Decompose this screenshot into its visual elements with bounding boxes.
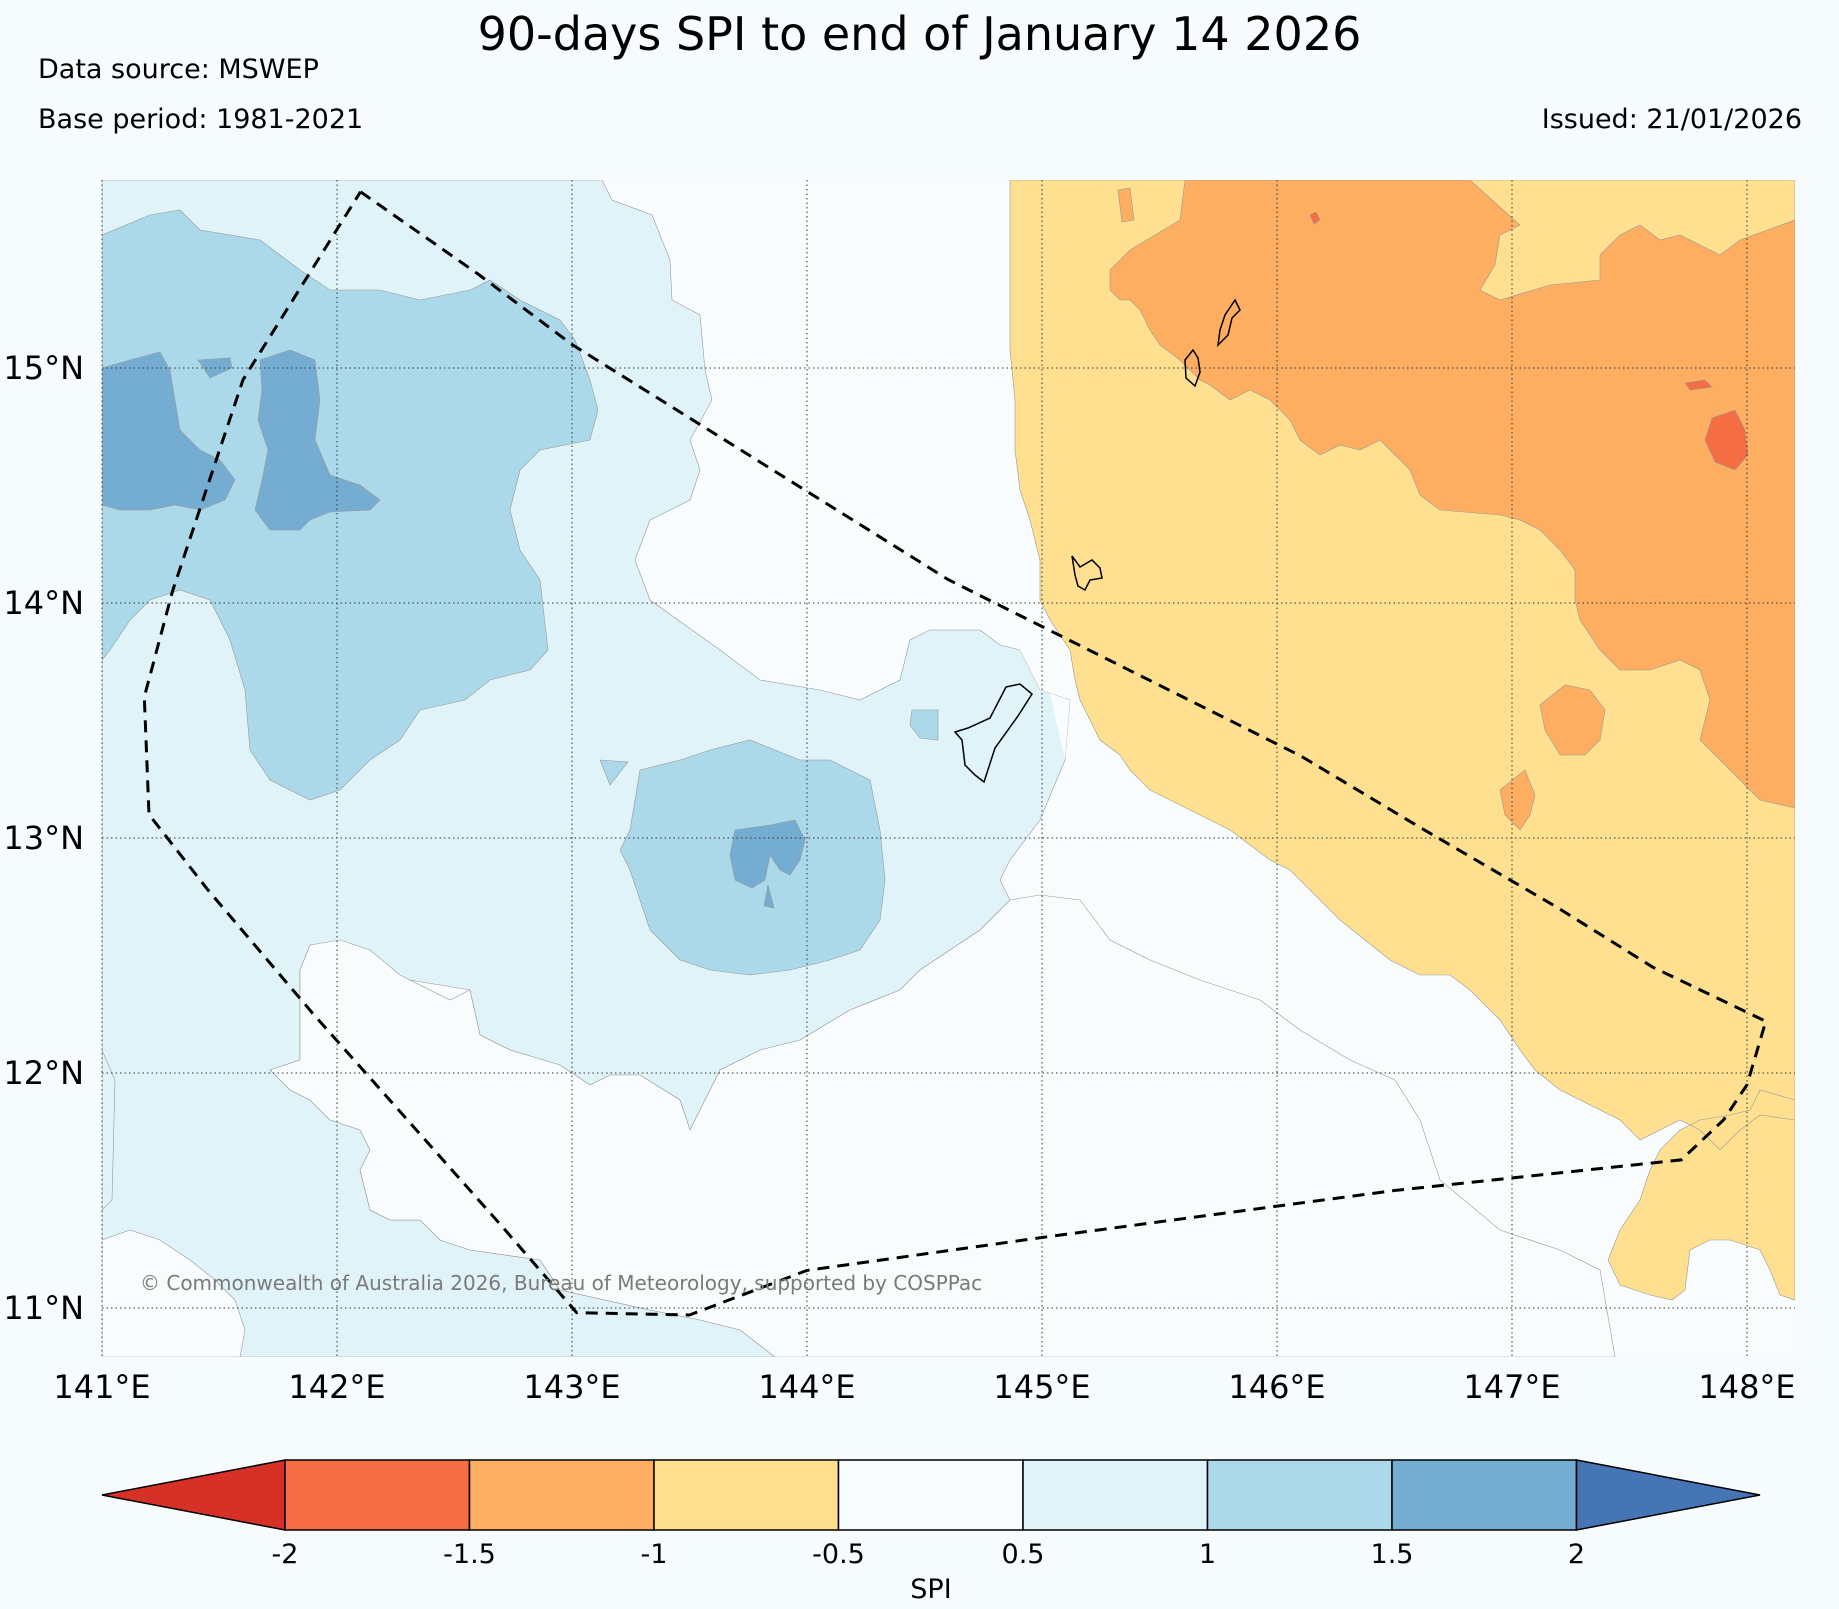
lat-tick-label: 14°N [3, 584, 84, 622]
region-spi-near-normal-s [269, 894, 1616, 1357]
colorbar-swatch [1022, 1459, 1209, 1531]
region-spi-near-normal-sw [102, 1229, 246, 1357]
lon-tick-label: 144°E [758, 1368, 855, 1406]
lon-tick-label: 146°E [1228, 1368, 1325, 1406]
saipan-island-outline [1216, 298, 1241, 348]
lon-tick-label: 143°E [523, 1368, 620, 1406]
colorbar-swatch [468, 1459, 655, 1531]
colorbar-swatch [653, 1459, 840, 1531]
region-spi-minus2-to-minus1.5-dash [1684, 379, 1713, 391]
colorbar-tick-label: 1 [1199, 1539, 1216, 1570]
region-spi-1.5-to-2-nw [254, 349, 381, 531]
guam-island-outline [953, 683, 1033, 784]
colorbar-tick-label: -2 [272, 1539, 299, 1570]
eez-boundary-dashed [142, 190, 1768, 1317]
lon-tick-label: 147°E [1463, 1368, 1560, 1406]
spi-shaded-regions [102, 180, 1795, 1357]
colorbar-tick-label: -1 [641, 1539, 668, 1570]
region-spi-minus1.5-to-minus1 [1109, 180, 1795, 809]
region-spi-1-to-1.5-guam-patch [909, 709, 939, 741]
rota-island-outline [1071, 555, 1103, 592]
coastlines [953, 298, 1241, 784]
region-spi-1.5-to-2-dot [763, 884, 775, 909]
colorbar-tick-label: 0.5 [1002, 1539, 1045, 1570]
colorbar-extend-low [101, 1459, 286, 1531]
region-spi-near-normal-central [1010, 180, 1070, 760]
lon-tick-label: 145°E [993, 1368, 1090, 1406]
colorbar-tick-label: 1.5 [1371, 1539, 1414, 1570]
region-spi-minus2-to-minus1.5-dot [1309, 211, 1321, 225]
region-spi-1-to-1.5-small [599, 759, 629, 786]
region-spi-0.5-to-1-sw [102, 1049, 116, 1211]
colorbar-swatch [284, 1459, 471, 1531]
base-period-label: Base period: 1981-2021 [38, 104, 364, 135]
colorbar-tick-label: -0.5 [812, 1539, 865, 1570]
lat-tick-label: 15°N [3, 349, 84, 387]
region-spi-minus2-to-minus1.5 [1704, 409, 1749, 471]
data-source-label: Data source: MSWEP [38, 54, 319, 85]
lon-tick-label: 148°E [1698, 1368, 1795, 1406]
colorbar-title: SPI [910, 1574, 951, 1605]
region-spi-minus1.5-to-minus1-east-patch [1539, 684, 1606, 756]
lon-tick-label: 142°E [288, 1368, 385, 1406]
colorbar-tick-label: -1.5 [443, 1539, 496, 1570]
copyright-credit: © Commonwealth of Australia 2026, Bureau… [140, 1271, 982, 1295]
lat-tick-labels: 15°N 14°N 13°N 12°N 11°N [3, 349, 84, 1327]
region-spi-1.5-to-2-central [729, 819, 806, 889]
graticule [101, 180, 1795, 1357]
colorbar-tick-label: 2 [1568, 1539, 1585, 1570]
tinian-island-outline [1184, 348, 1201, 388]
colorbar-swatch [1391, 1459, 1578, 1531]
map-panel: © Commonwealth of Australia 2026, Bureau… [101, 180, 1795, 1357]
spi-colorbar [101, 1459, 1761, 1531]
region-spi-minus1.5-to-minus1-dot-n [1117, 187, 1135, 223]
colorbar-swatch [837, 1459, 1024, 1531]
map-title: 90-days SPI to end of January 14 2026 [477, 7, 1362, 61]
lon-tick-label: 141°E [53, 1368, 150, 1406]
lat-tick-label: 11°N [3, 1289, 84, 1327]
colorbar-extend-high [1575, 1459, 1761, 1531]
lat-tick-label: 12°N [3, 1054, 84, 1092]
colorbar-swatch [1206, 1459, 1393, 1531]
issued-date-label: Issued: 21/01/2026 [1541, 104, 1802, 135]
lat-tick-label: 13°N [3, 819, 84, 857]
region-spi-minus1.5-to-minus1-south-patch [1499, 769, 1536, 831]
region-spi-1.5-to-2-west [102, 351, 236, 511]
colorbar-tick-labels: -2 -1.5 -1 -0.5 0.5 1 1.5 2 SPI [272, 1539, 1586, 1605]
lon-tick-labels: 141°E 142°E 143°E 144°E 145°E 146°E 147°… [53, 1368, 1795, 1406]
